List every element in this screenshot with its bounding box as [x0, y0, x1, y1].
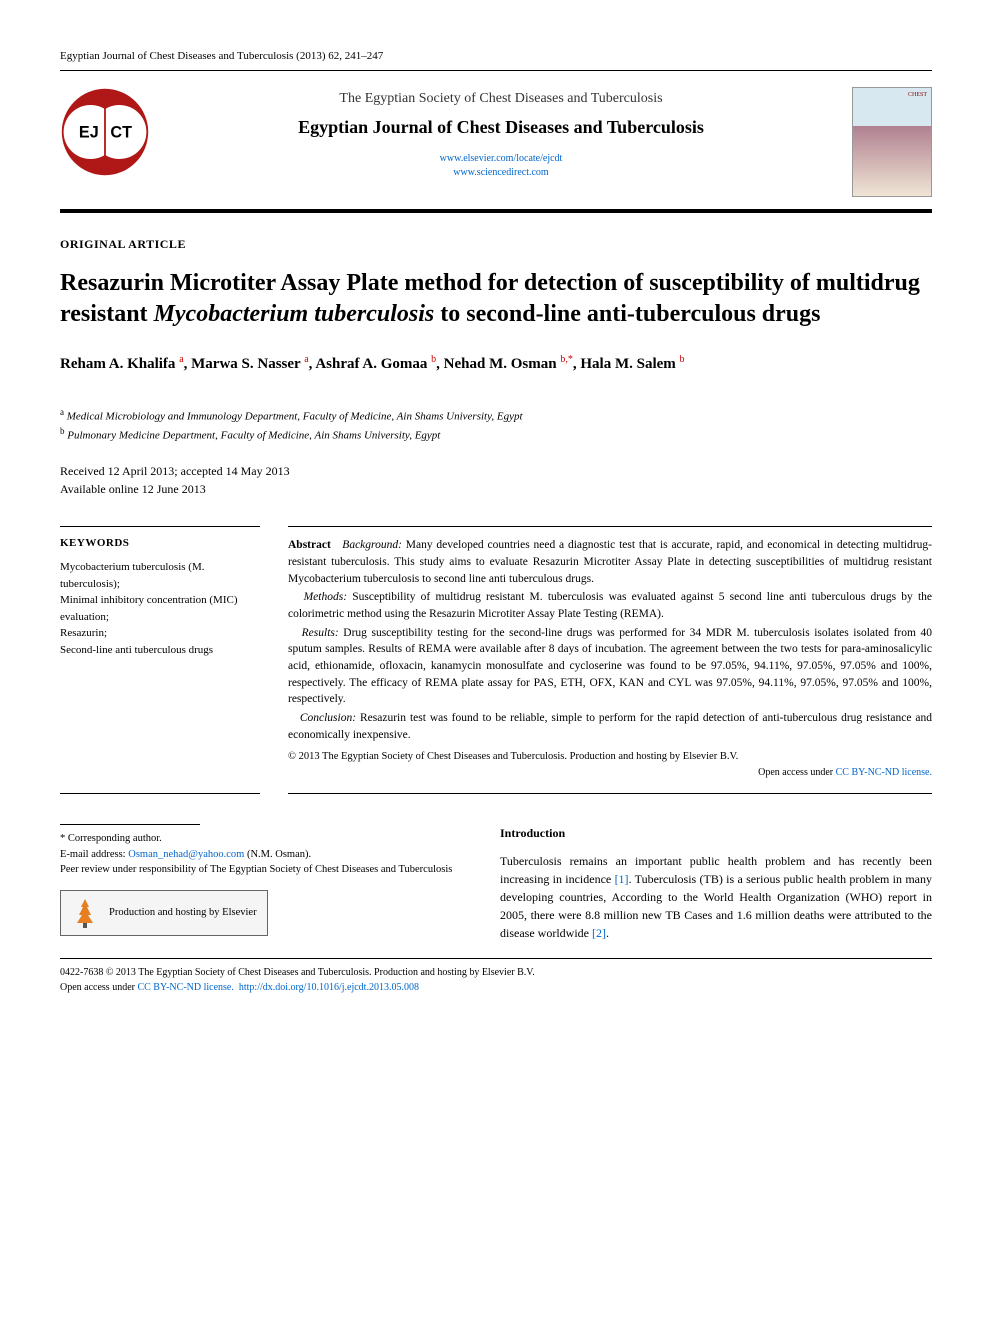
- correspondence-rule: [60, 824, 200, 825]
- journal-header: EJ CT The Egyptian Society of Chest Dise…: [60, 87, 932, 197]
- received-accepted: Received 12 April 2013; accepted 14 May …: [60, 462, 932, 480]
- ejct-logo: EJ CT: [60, 87, 150, 177]
- keywords-heading: KEYWORDS: [60, 537, 260, 549]
- open-access-line: Open access under CC BY-NC-ND license.: [288, 766, 932, 781]
- article-type: ORIGINAL ARTICLE: [60, 237, 932, 252]
- cover-title: CHEST: [857, 92, 927, 98]
- abstract-keywords-row: KEYWORDS Mycobacterium tuberculosis (M. …: [60, 526, 932, 794]
- cc-license-link[interactable]: CC BY-NC-ND license.: [836, 767, 932, 778]
- citation-link[interactable]: [2]: [592, 926, 606, 940]
- issn-copyright: 0422-7638 © 2013 The Egyptian Society of…: [60, 965, 932, 980]
- conclusion-text: Resazurin test was found to be reliable,…: [288, 712, 932, 741]
- title-species: Mycobacterium tuberculosis: [154, 301, 435, 327]
- society-name: The Egyptian Society of Chest Diseases a…: [170, 91, 832, 107]
- doi-link[interactable]: http://dx.doi.org/10.1016/j.ejcdt.2013.0…: [239, 982, 419, 993]
- author: Hala M. Salem b: [580, 356, 684, 372]
- svg-text:EJ: EJ: [79, 123, 99, 141]
- abstract: Abstract Background: Many developed coun…: [288, 526, 932, 794]
- thick-rule: [60, 209, 932, 213]
- citation-link[interactable]: [1]: [615, 872, 629, 886]
- author: Marwa S. Nasser a: [191, 356, 309, 372]
- hosting-text: Production and hosting by Elsevier: [109, 905, 257, 921]
- cc-license-link[interactable]: CC BY-NC-ND license.: [137, 982, 233, 993]
- elsevier-tree-icon: [71, 897, 99, 929]
- correspondence-block: * Corresponding author. E-mail address: …: [60, 824, 460, 942]
- header-center: The Egyptian Society of Chest Diseases a…: [170, 87, 832, 180]
- introduction-paragraph: Tuberculosis remains an important public…: [500, 852, 932, 942]
- keywords-list: Mycobacterium tuberculosis (M. tuberculo…: [60, 559, 260, 658]
- affiliation: b Pulmonary Medicine Department, Faculty…: [60, 425, 932, 444]
- results-text: Drug susceptibility testing for the seco…: [288, 627, 932, 706]
- introduction-heading: Introduction: [500, 824, 932, 842]
- journal-links: www.elsevier.com/locate/ejcdt www.scienc…: [170, 152, 832, 180]
- hosting-box: Production and hosting by Elsevier: [60, 890, 268, 936]
- peer-review-note: Peer review under responsibility of The …: [60, 862, 460, 878]
- available-online: Available online 12 June 2013: [60, 480, 932, 498]
- running-head: Egyptian Journal of Chest Diseases and T…: [60, 50, 932, 62]
- affiliations: a Medical Microbiology and Immunology De…: [60, 406, 932, 444]
- lower-columns: * Corresponding author. E-mail address: …: [60, 824, 932, 942]
- introduction-section: Introduction Tuberculosis remains an imp…: [500, 824, 932, 942]
- conclusion-label: Conclusion:: [300, 712, 356, 724]
- author: Ashraf A. Gomaa b: [315, 356, 436, 372]
- footer-oa-doi: Open access under CC BY-NC-ND license. h…: [60, 980, 932, 995]
- article-dates: Received 12 April 2013; accepted 14 May …: [60, 462, 932, 498]
- abstract-label: Abstract: [288, 539, 331, 551]
- svg-text:CT: CT: [110, 123, 132, 141]
- methods-label: Methods:: [304, 591, 347, 603]
- journal-cover-thumbnail: CHEST: [852, 87, 932, 197]
- methods-text: Susceptibility of multidrug resistant M.…: [288, 591, 932, 620]
- journal-link-1[interactable]: www.elsevier.com/locate/ejcdt: [170, 152, 832, 166]
- author-email-link[interactable]: Osman_nehad@yahoo.com: [128, 849, 244, 860]
- journal-name: Egyptian Journal of Chest Diseases and T…: [170, 117, 832, 138]
- email-line: E-mail address: Osman_nehad@yahoo.com (N…: [60, 847, 460, 863]
- article-title: Resazurin Microtiter Assay Plate method …: [60, 268, 932, 330]
- author: Nehad M. Osman b,*: [444, 356, 573, 372]
- author: Reham A. Khalifa a: [60, 356, 184, 372]
- top-rule: [60, 70, 932, 71]
- journal-link-2[interactable]: www.sciencedirect.com: [170, 166, 832, 180]
- page-footer: 0422-7638 © 2013 The Egyptian Society of…: [60, 958, 932, 995]
- background-label: Background:: [342, 539, 402, 551]
- title-part-3: to second-line anti-tuberculous drugs: [434, 301, 820, 327]
- affiliation: a Medical Microbiology and Immunology De…: [60, 406, 932, 425]
- keywords-box: KEYWORDS Mycobacterium tuberculosis (M. …: [60, 526, 260, 794]
- results-label: Results:: [302, 627, 339, 639]
- abstract-copyright: © 2013 The Egyptian Society of Chest Dis…: [288, 749, 932, 764]
- corresponding-author: * Corresponding author.: [60, 831, 460, 847]
- author-list: Reham A. Khalifa a, Marwa S. Nasser a, A…: [60, 352, 932, 376]
